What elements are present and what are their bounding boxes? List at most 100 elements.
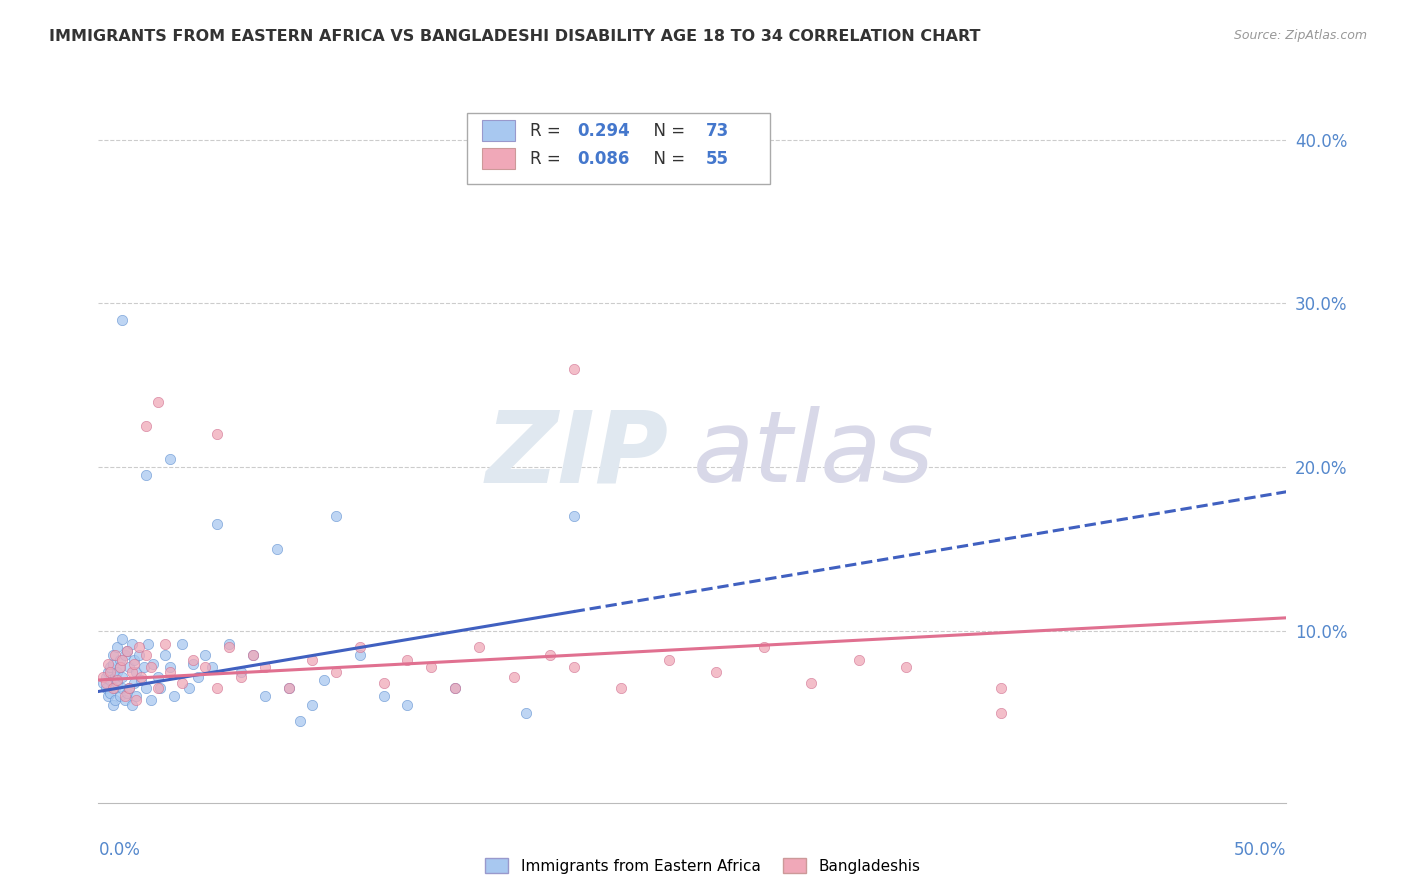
Point (115, 686, 138, 700)
Point (111, 632, 134, 646)
Text: ZIP: ZIP (485, 407, 669, 503)
Point (194, 648, 217, 663)
Point (207, 517, 229, 532)
Legend: Immigrants from Eastern Africa, Bangladeshis: Immigrants from Eastern Africa, Banglade… (479, 852, 927, 880)
Point (111, 313, 134, 327)
Point (207, 427, 229, 442)
Point (752, 640, 775, 655)
Point (396, 653, 419, 667)
Point (562, 509, 585, 524)
Point (159, 660, 181, 674)
Point (114, 692, 136, 706)
Text: 73: 73 (706, 121, 728, 140)
Point (135, 681, 157, 696)
Point (135, 468, 157, 483)
Point (229, 670, 252, 684)
Point (146, 394, 169, 409)
Point (115, 643, 138, 657)
Point (101, 681, 124, 696)
Point (132, 660, 155, 674)
Point (94, 670, 117, 684)
Point (325, 509, 347, 524)
Point (101, 698, 124, 712)
Point (118, 681, 141, 696)
Point (121, 698, 143, 712)
Point (187, 670, 209, 684)
Point (253, 690, 276, 704)
Point (610, 681, 633, 696)
Text: R =: R = (530, 121, 565, 140)
Point (800, 676, 823, 690)
Point (125, 665, 148, 679)
Point (107, 673, 129, 687)
Point (108, 660, 131, 674)
Point (242, 648, 264, 663)
Point (277, 681, 299, 696)
Point (125, 690, 148, 704)
Point (98, 660, 121, 674)
Point (101, 648, 124, 663)
Point (129, 670, 152, 684)
Point (142, 657, 165, 671)
Point (896, 660, 918, 674)
Point (107, 676, 129, 690)
Point (98, 686, 121, 700)
Text: 0.0%: 0.0% (98, 841, 141, 859)
Point (108, 660, 131, 674)
Point (104, 692, 127, 706)
Point (121, 637, 143, 651)
Point (118, 660, 141, 674)
Point (658, 653, 681, 667)
Point (207, 681, 229, 696)
Text: IMMIGRANTS FROM EASTERN AFRICA VS BANGLADESHI DISABILITY AGE 18 TO 34 CORRELATIO: IMMIGRANTS FROM EASTERN AFRICA VS BANGLA… (49, 29, 981, 44)
Point (135, 419, 157, 434)
Point (94, 676, 117, 690)
Point (111, 681, 134, 696)
Point (159, 452, 181, 467)
Point (97, 657, 120, 671)
Point (111, 670, 134, 684)
Point (94, 681, 117, 696)
Point (153, 637, 176, 651)
Point (420, 660, 443, 674)
Point (129, 673, 152, 687)
Point (136, 637, 159, 651)
Point (122, 676, 145, 690)
Text: R =: R = (530, 150, 565, 168)
Point (146, 681, 169, 696)
Point (122, 657, 145, 671)
Point (704, 665, 727, 679)
Point (139, 692, 162, 706)
Point (146, 670, 169, 684)
Point (97, 665, 120, 679)
Point (108, 690, 131, 704)
Point (104, 648, 127, 663)
Point (98, 665, 121, 679)
Point (135, 648, 157, 663)
Point (121, 665, 143, 679)
Point (159, 665, 181, 679)
Point (990, 706, 1012, 720)
Point (314, 673, 336, 687)
Point (503, 670, 526, 684)
Point (114, 648, 136, 663)
Point (848, 653, 870, 667)
Point (373, 690, 395, 704)
Point (101, 657, 124, 671)
Point (128, 640, 150, 655)
Point (104, 670, 127, 684)
Point (98, 673, 121, 687)
Point (114, 690, 136, 704)
Point (111, 653, 134, 667)
Point (128, 648, 150, 663)
Bar (482, 148, 516, 169)
Point (104, 681, 127, 696)
Point (349, 640, 371, 655)
Point (170, 676, 193, 690)
Point (149, 681, 172, 696)
Text: N =: N = (643, 150, 690, 168)
Point (444, 681, 467, 696)
Point (118, 681, 141, 696)
Point (538, 648, 561, 663)
Point (467, 640, 489, 655)
